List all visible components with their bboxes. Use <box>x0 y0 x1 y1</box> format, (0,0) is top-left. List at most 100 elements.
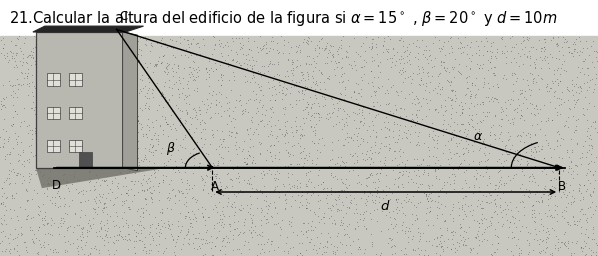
Point <box>322 116 331 120</box>
Point <box>556 79 565 83</box>
Point <box>8 89 17 93</box>
Point <box>245 97 254 101</box>
Point <box>440 204 450 208</box>
Point <box>184 102 194 106</box>
Point <box>344 221 354 226</box>
Point <box>286 215 296 219</box>
Point <box>193 198 202 202</box>
Point <box>230 192 239 196</box>
Point <box>523 159 532 164</box>
Point <box>367 193 377 197</box>
Point <box>355 245 364 249</box>
Point <box>379 44 388 48</box>
Point <box>195 108 205 112</box>
Point <box>423 170 433 175</box>
Point <box>272 184 282 188</box>
Point <box>388 56 397 60</box>
Point <box>208 52 217 56</box>
Point <box>570 241 580 246</box>
Point <box>477 199 486 203</box>
Point <box>140 245 150 249</box>
Point <box>148 184 158 188</box>
Point <box>402 199 412 203</box>
Point <box>553 42 562 47</box>
Point <box>444 70 454 74</box>
Point <box>182 112 192 116</box>
Point <box>514 64 524 68</box>
Point <box>266 150 275 154</box>
Point <box>509 108 519 112</box>
Point <box>366 173 376 177</box>
Point <box>529 174 538 178</box>
Point <box>214 229 224 233</box>
Point <box>86 179 95 183</box>
Point <box>273 139 283 143</box>
Point <box>208 239 217 243</box>
Point <box>292 186 302 190</box>
Point <box>270 98 280 102</box>
Point <box>519 38 529 42</box>
Point <box>257 230 267 234</box>
Point <box>453 167 463 171</box>
Point <box>380 163 390 167</box>
Point <box>460 126 470 131</box>
Point <box>154 230 164 234</box>
Point <box>527 208 536 212</box>
Point <box>181 47 191 51</box>
Point <box>120 198 129 202</box>
Point <box>438 44 448 48</box>
Point <box>224 149 233 153</box>
Point <box>527 166 536 170</box>
Point <box>145 185 155 189</box>
Point <box>583 126 593 130</box>
Point <box>141 42 150 46</box>
Point <box>456 162 465 166</box>
Point <box>145 147 154 152</box>
Point <box>307 38 316 42</box>
Point <box>365 173 375 177</box>
Point <box>194 244 203 248</box>
Point <box>221 234 231 238</box>
Point <box>490 201 500 205</box>
Point <box>591 253 598 256</box>
Point <box>129 123 139 127</box>
Point <box>417 117 426 121</box>
Point <box>542 215 552 219</box>
Point <box>249 174 258 178</box>
Point <box>131 45 141 49</box>
Point <box>517 41 526 45</box>
Point <box>5 172 14 176</box>
Point <box>463 87 472 91</box>
Point <box>469 218 479 222</box>
Point <box>201 230 210 234</box>
Point <box>165 196 175 200</box>
Point <box>397 68 407 72</box>
Point <box>437 233 447 237</box>
Point <box>398 205 407 209</box>
Point <box>349 36 359 40</box>
Point <box>565 50 574 55</box>
Point <box>490 71 499 75</box>
Point <box>582 187 591 191</box>
Point <box>45 198 54 202</box>
Point <box>380 158 390 162</box>
Point <box>446 103 456 107</box>
Point <box>546 178 556 182</box>
Point <box>547 86 556 90</box>
Point <box>557 214 566 218</box>
Point <box>21 187 30 191</box>
Point <box>286 162 295 166</box>
Point <box>181 199 191 204</box>
Point <box>251 59 261 63</box>
Point <box>470 127 480 131</box>
Point <box>12 171 22 175</box>
Point <box>144 159 154 163</box>
Point <box>498 208 508 212</box>
Point <box>408 194 418 198</box>
Point <box>461 139 471 143</box>
Point <box>471 92 480 96</box>
Point <box>506 49 515 53</box>
Point <box>221 184 231 188</box>
Point <box>514 165 523 169</box>
Point <box>174 78 184 82</box>
